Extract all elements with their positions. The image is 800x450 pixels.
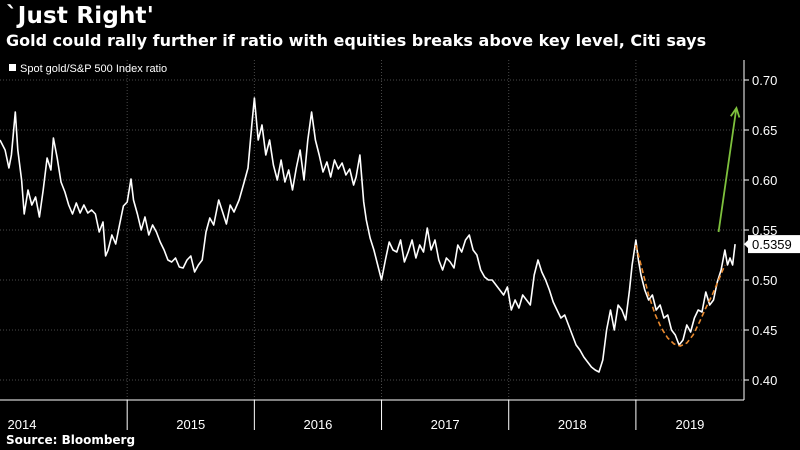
last-value-box — [748, 235, 800, 254]
last-value-label: 0.5359 — [752, 237, 792, 252]
y-tick-label-0.50: 0.50 — [752, 273, 777, 288]
x-tick-label-2015: 2015 — [176, 417, 205, 432]
grid-lines — [0, 60, 744, 400]
y-tick-label-0.45: 0.45 — [752, 323, 777, 338]
y-tick-label-0.60: 0.60 — [752, 173, 777, 188]
y-axis: 0.40 0.45 0.50 0.55 0.60 0.65 0.70 — [743, 60, 777, 400]
x-tick-label-2016: 2016 — [303, 417, 332, 432]
legend: Spot gold/S&P 500 Index ratio — [9, 63, 167, 75]
x-tick-label-2019: 2019 — [675, 417, 704, 432]
legend-swatch — [9, 64, 16, 71]
x-tick-label-2018: 2018 — [558, 417, 587, 432]
x-axis: 2014 2015 2016 2017 2018 2019 — [0, 399, 744, 432]
y-tick-label-0.65: 0.65 — [752, 123, 777, 138]
legend-entry: Spot gold/S&P 500 Index ratio — [20, 63, 167, 75]
chart-subtitle: Gold could rally further if ratio with e… — [6, 31, 707, 50]
x-tick-label-2014: 2014 — [8, 417, 37, 432]
series-group: 0.5359 — [0, 97, 800, 373]
x-tick-label-2017: 2017 — [431, 417, 460, 432]
arrow-head — [730, 105, 741, 118]
annotations — [635, 105, 741, 347]
chart-source: Source: Bloomberg — [6, 433, 136, 447]
y-tick-label-0.40: 0.40 — [752, 373, 777, 388]
cup-curve — [635, 244, 726, 347]
series-line-0 — [0, 97, 736, 373]
y-tick-label-0.55: 0.55 — [752, 223, 777, 238]
last-value-pointer — [744, 239, 749, 250]
chart-title: `Just Right' — [6, 3, 154, 29]
y-tick-label-0.70: 0.70 — [752, 73, 777, 88]
arrow-shaft — [717, 107, 738, 233]
